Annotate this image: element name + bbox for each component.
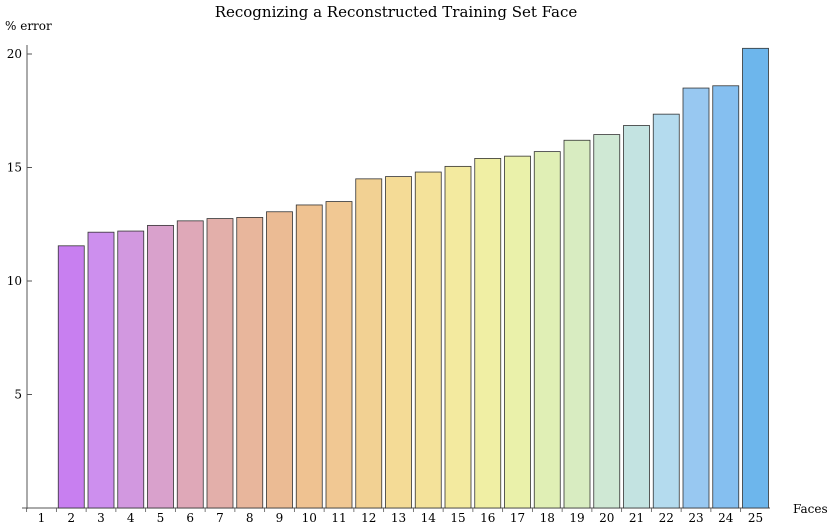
x-tick-label-11: 11 — [331, 511, 346, 525]
bar-face-6 — [176, 220, 204, 509]
x-tick-label-7: 7 — [216, 511, 224, 525]
x-tick-label-17: 17 — [510, 511, 525, 525]
bar-face-19 — [563, 139, 591, 509]
bar-face-12 — [355, 178, 383, 509]
bar-face-10 — [295, 204, 323, 509]
bar-face-4 — [117, 230, 145, 509]
x-tick-label-4: 4 — [127, 511, 135, 525]
x-tick-label-9: 9 — [276, 511, 284, 525]
bar-face-3 — [87, 231, 115, 509]
y-tick-label: 5 — [14, 388, 22, 402]
bar-face-5 — [147, 224, 174, 509]
x-tick-label-24: 24 — [718, 511, 734, 525]
chart-title: Recognizing a Reconstructed Training Set… — [215, 3, 578, 21]
x-tick-label-15: 15 — [450, 511, 465, 525]
bar-face-22 — [652, 113, 680, 509]
bar-face-2 — [57, 245, 85, 509]
bar-face-7 — [206, 218, 234, 509]
x-tick-label-21: 21 — [629, 511, 644, 525]
bar-face-8 — [236, 217, 264, 509]
x-tick-label-25: 25 — [748, 511, 763, 525]
x-tick-label-22: 22 — [659, 511, 674, 525]
x-tick-label-16: 16 — [480, 511, 495, 525]
x-axis-label: Faces — [793, 502, 828, 516]
bar-face-17 — [504, 155, 531, 509]
x-tick-label-20: 20 — [599, 511, 614, 525]
x-tick-label-1: 1 — [38, 511, 46, 525]
bar-face-14 — [414, 171, 442, 509]
x-tick-label-2: 2 — [67, 511, 75, 525]
bar-face-18 — [533, 151, 561, 509]
x-tick-label-6: 6 — [186, 511, 194, 525]
x-tick-label-10: 10 — [302, 511, 317, 525]
bar-face-20 — [593, 134, 621, 509]
bar-face-9 — [266, 211, 293, 509]
bars-group — [57, 47, 769, 509]
bar-face-25 — [742, 47, 769, 509]
y-ticks-group: 5 10 15 20 — [7, 47, 32, 402]
y-axis-label: % error — [5, 19, 52, 33]
y-tick-label: 10 — [7, 274, 22, 288]
x-tick-label-18: 18 — [540, 511, 555, 525]
y-tick-label: 20 — [7, 47, 22, 61]
bar-face-15 — [444, 165, 472, 509]
bar-face-13 — [385, 176, 412, 509]
x-tick-label-14: 14 — [421, 511, 437, 525]
bar-face-16 — [474, 158, 502, 509]
bar-face-11 — [325, 201, 353, 509]
x-ticks-group: 1 2 3 4 5 6 7 8 9 10 11 12 13 14 15 16 17 18 19 20 21 22 23 24 2… — [26, 508, 763, 525]
x-tick-label-5: 5 — [157, 511, 165, 525]
bar-face-24 — [712, 85, 740, 509]
y-tick-label: 15 — [7, 161, 22, 175]
bar-face-21 — [623, 125, 650, 509]
x-tick-label-13: 13 — [391, 511, 406, 525]
x-tick-label-23: 23 — [688, 511, 703, 525]
x-tick-label-8: 8 — [246, 511, 254, 525]
x-tick-label-12: 12 — [361, 511, 376, 525]
x-tick-label-19: 19 — [569, 511, 584, 525]
bar-face-23 — [682, 87, 710, 509]
x-tick-label-3: 3 — [97, 511, 105, 525]
